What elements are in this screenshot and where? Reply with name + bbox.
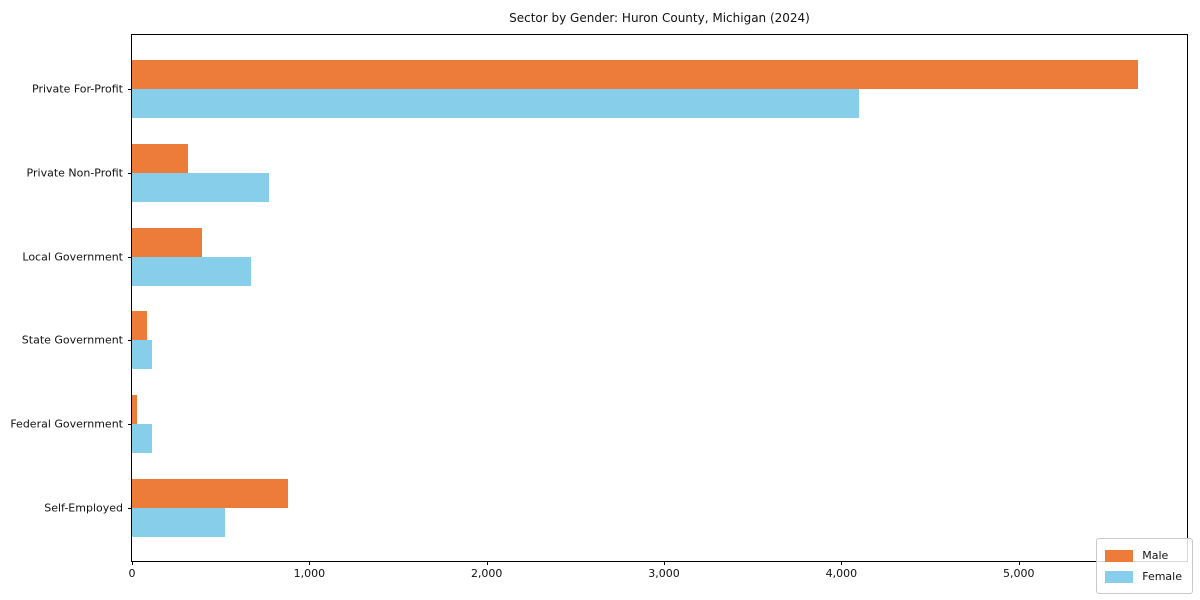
legend-item-female: Female	[1105, 566, 1182, 587]
bar-female-2	[132, 256, 251, 286]
x-axis-tick-label: 5,000	[1002, 567, 1035, 580]
bar-male-3	[132, 311, 148, 341]
y-axis-tick	[128, 508, 132, 509]
x-axis-tick-label: 1,000	[293, 567, 326, 580]
bar-male-2	[132, 227, 203, 257]
legend-label: Female	[1142, 570, 1182, 583]
x-axis-tick-label: 4,000	[825, 567, 858, 580]
y-axis-category-label: Local Government	[22, 250, 123, 264]
x-axis-tick	[664, 561, 666, 565]
bar-male-4	[132, 395, 138, 425]
bar-male-0	[132, 60, 1138, 89]
y-axis-tick	[128, 340, 132, 342]
legend-item-male: Male	[1105, 545, 1182, 566]
bar-female-4	[132, 424, 153, 454]
chart-title: Sector by Gender: Huron County, Michigan…	[509, 11, 810, 25]
y-axis-tick	[128, 172, 132, 174]
x-axis-tick-label: 3,000	[648, 567, 680, 580]
plot-area: Private For-Profit Private Non-Profit Loca…	[10, 34, 1188, 580]
legend-swatch-female	[1105, 570, 1134, 583]
x-axis-tick	[309, 561, 311, 565]
y-axis-tick	[128, 256, 132, 258]
y-axis-category-label: Federal Government	[10, 417, 123, 431]
legend-label: Male	[1142, 549, 1169, 562]
legend-swatch-male	[1105, 549, 1134, 562]
y-axis-category-label: Private For-Profit	[32, 82, 123, 96]
x-axis-tick-label: 2,000	[470, 567, 503, 580]
bar-female-0	[132, 89, 860, 118]
y-axis-tick	[128, 424, 132, 426]
x-axis-tick	[132, 561, 133, 565]
y-axis-category-label: Private Non-Profit	[26, 166, 123, 180]
bar-female-1	[132, 172, 270, 202]
x-axis-tick-label: 0	[128, 567, 136, 580]
bar-female-5	[132, 508, 226, 537]
x-axis-tick	[841, 561, 843, 565]
y-axis-category-label: Self-Employed	[44, 501, 123, 515]
y-axis-category-label: State Government	[21, 333, 123, 347]
x-axis-tick	[1018, 561, 1020, 565]
x-axis-tick	[486, 561, 488, 565]
y-axis-tick	[128, 89, 132, 90]
bar-female-3	[132, 340, 153, 370]
bar-male-1	[132, 143, 188, 173]
legend: Male Female	[1096, 538, 1193, 594]
bar-male-5	[132, 479, 289, 508]
